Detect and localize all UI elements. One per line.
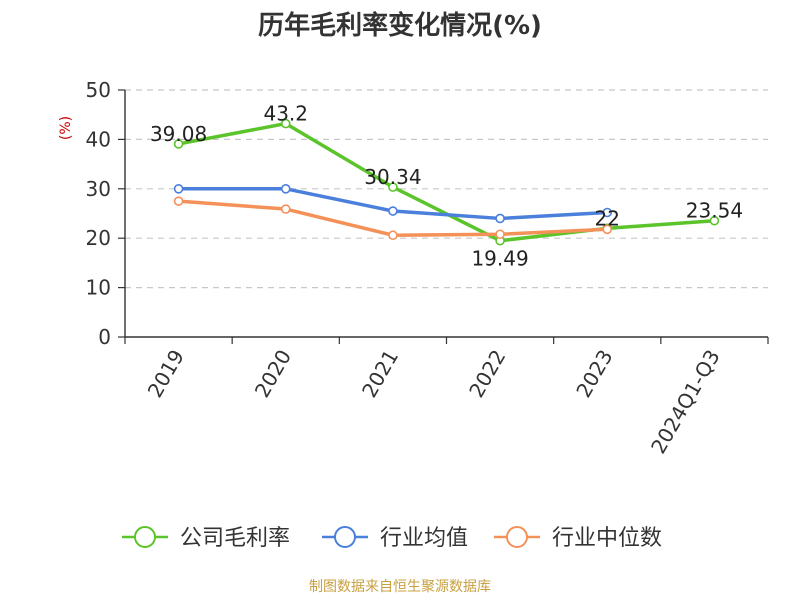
source-note: 制图数据来自恒生聚源数据库: [309, 579, 491, 595]
legend-label-2: 行业中位数: [552, 526, 662, 551]
x-tick-label-3: 2022: [464, 346, 510, 402]
series-0-point-1: [280, 118, 291, 129]
x-tick-label-1: 2020: [250, 346, 296, 402]
legend-label-0: 公司毛利率: [180, 526, 290, 551]
y-tick-label-30: 30: [86, 177, 111, 201]
y-tick-label-20: 20: [86, 226, 111, 250]
data-label-0-2: 30.34: [364, 165, 421, 189]
x-tick-label-5: 2024Q1-Q3: [646, 346, 725, 458]
legend-label-1: 行业均值: [380, 526, 468, 551]
legend: 公司毛利率 行业均值 行业中位数: [122, 526, 662, 551]
series-2-point-0: [173, 196, 184, 206]
x-tick-label-4: 2023: [571, 346, 617, 402]
chart-title: 历年毛利率变化情况(%): [258, 10, 542, 41]
data-label-0-4: 22: [595, 206, 620, 230]
series-line-0: [178, 121, 715, 243]
series-0-point-5: [709, 215, 720, 226]
series-1-point-0: [173, 184, 184, 194]
legend-marker-2: [506, 526, 528, 548]
series-0-point-2: [388, 182, 398, 192]
series-2-point-1: [280, 204, 291, 214]
y-tick-labels: 0 10 20 30 40 50: [86, 78, 111, 349]
data-labels: 39.08 43.2 30.34 19.49 22 23.54: [150, 102, 743, 271]
series-0-point-0: [173, 139, 184, 149]
data-label-0-3: 19.49: [471, 247, 528, 271]
y-tick-label-50: 50: [86, 78, 111, 102]
x-tick-labels: 2019 2020 2021 2022 2023 2024Q1-Q3: [143, 346, 725, 458]
legend-marker-0: [134, 526, 156, 548]
data-label-0-0: 39.08: [150, 122, 207, 146]
y-tick-label-0: 0: [98, 325, 111, 349]
x-tick-label-2: 2021: [357, 346, 403, 402]
data-label-0-1: 43.2: [263, 102, 308, 126]
y-tick-label-40: 40: [86, 127, 111, 151]
series-2-point-3: [495, 229, 505, 240]
y-tick-label-10: 10: [86, 276, 111, 300]
grid-lines: [125, 89, 768, 289]
x-tick-label-0: 2019: [143, 346, 189, 402]
series-1-point-3: [495, 213, 505, 224]
legend-marker-1: [334, 526, 356, 548]
axes: [118, 89, 769, 344]
series-2-point-4: [602, 224, 613, 235]
series-1-point-2: [388, 206, 398, 216]
series-2-point-2: [388, 230, 398, 241]
series-1-point-4: [602, 207, 613, 218]
y-axis-unit: (%): [58, 116, 74, 140]
data-label-0-5: 23.54: [686, 199, 743, 223]
series-1-point-1: [280, 184, 291, 194]
series-lines: [173, 118, 720, 246]
